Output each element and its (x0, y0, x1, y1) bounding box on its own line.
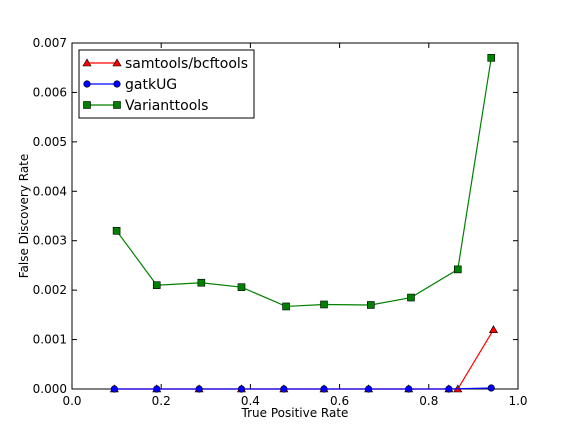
marker-square (112, 227, 121, 235)
marker-circle (153, 385, 161, 393)
marker-triangle (82, 58, 92, 67)
marker-circle (113, 80, 121, 88)
marker-square (197, 278, 206, 287)
legend: samtools/bcftools gatkUG Varianttools (78, 49, 255, 119)
marker-square (152, 281, 161, 290)
x-tick-label: 0.8 (419, 394, 438, 408)
marker-square (83, 101, 91, 109)
x-tick-label: 0.6 (330, 394, 349, 408)
marker-square (453, 265, 462, 274)
legend-item: samtools/bcftools (82, 56, 248, 72)
legend-item: gatkUG (83, 77, 177, 93)
marker-circle (405, 385, 413, 393)
y-tick-label: 0.005 (33, 135, 67, 149)
y-axis-label: False Discovery Rate (17, 154, 31, 279)
legend-item: Varianttools (83, 98, 208, 114)
marker-circle (237, 385, 246, 393)
y-tick-label: 0.007 (33, 36, 67, 50)
marker-triangle (488, 325, 498, 333)
y-tick-label: 0.000 (33, 382, 67, 396)
series-line (114, 387, 492, 390)
marker-square (487, 54, 496, 62)
y-tick-label: 0.001 (33, 333, 67, 347)
series-line (116, 57, 492, 308)
y-tick-label: 0.002 (33, 283, 67, 297)
x-axis-label: True Positive Rate (241, 406, 349, 420)
marker-square (237, 283, 246, 291)
series-varianttools (112, 54, 496, 311)
marker-circle (195, 385, 203, 393)
y-tick-label: 0.003 (33, 234, 67, 248)
legend-label: samtools/bcftools (125, 56, 248, 72)
x-tick-label: 0.0 (62, 394, 81, 408)
y-tick-label: 0.006 (33, 85, 67, 99)
axis-ticks: 0.0 0.2 0.4 0.6 0.8 1.0 0.000 0.001 0.002 0.003 0.… (33, 36, 528, 408)
marker-circle (280, 385, 288, 393)
marker-square (282, 302, 290, 311)
series-layer (109, 54, 498, 393)
marker-square (407, 293, 415, 302)
y-tick-label: 0.004 (33, 184, 67, 198)
x-tick-label: 0.4 (241, 394, 260, 408)
marker-square (320, 300, 328, 309)
legend-label: Varianttools (125, 98, 208, 114)
marker-square (113, 101, 121, 109)
x-tick-label: 0.2 (152, 394, 171, 408)
marker-circle (487, 384, 495, 392)
marker-circle (110, 385, 118, 393)
legend-label: gatkUG (125, 77, 177, 93)
marker-circle (445, 385, 453, 393)
marker-circle (83, 80, 91, 88)
marker-circle (320, 385, 328, 393)
marker-triangle (112, 58, 122, 67)
x-tick-label: 1.0 (508, 394, 527, 408)
marker-square (367, 301, 375, 309)
series-gatkug (110, 384, 495, 393)
marker-circle (364, 385, 373, 393)
